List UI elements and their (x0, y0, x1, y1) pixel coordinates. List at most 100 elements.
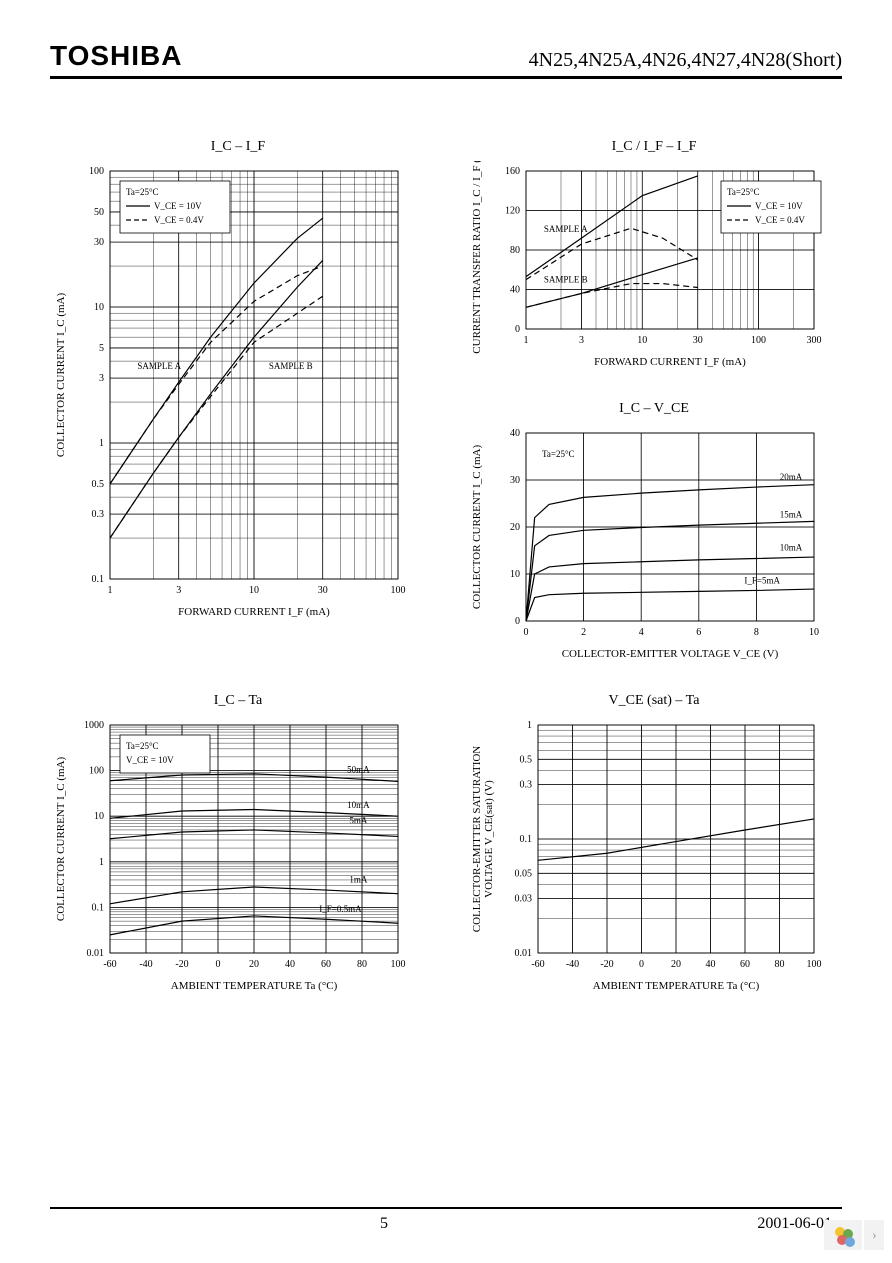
svg-text:SAMPLE B: SAMPLE B (269, 361, 313, 371)
svg-text:0: 0 (524, 627, 529, 638)
svg-text:2: 2 (581, 627, 586, 638)
svg-text:FORWARD CURRENT I_F (mA): FORWARD CURRENT I_F (mA) (178, 606, 330, 618)
svg-text:1mA: 1mA (349, 875, 368, 885)
svg-text:30: 30 (693, 335, 703, 346)
svg-text:10: 10 (637, 335, 647, 346)
charts-grid: I_C – I_F 1310301000.10.30.5135103050100… (50, 139, 842, 995)
svg-text:SAMPLE B: SAMPLE B (544, 275, 588, 285)
chart-ic-ta: I_C – Ta -60-40-200204060801000.010.1110… (50, 693, 426, 995)
chart3-title: I_C – V_CE (466, 401, 842, 417)
svg-text:100: 100 (89, 166, 104, 177)
svg-text:30: 30 (510, 475, 520, 486)
svg-text:V_CE = 0.4V: V_CE = 0.4V (755, 215, 805, 225)
svg-text:10: 10 (94, 811, 104, 822)
svg-text:0.03: 0.03 (515, 894, 533, 905)
svg-text:40: 40 (706, 959, 716, 970)
svg-text:AMBIENT TEMPERATURE Ta (°C: AMBIENT TEMPERATURE Ta (°C) (171, 980, 338, 992)
svg-text:FORWARD CURRENT I_F (mA): FORWARD CURRENT I_F (mA) (594, 356, 746, 368)
svg-text:1: 1 (99, 438, 104, 449)
svg-text:20: 20 (510, 522, 520, 533)
svg-text:AMBIENT TEMPERATURE Ta (°C: AMBIENT TEMPERATURE Ta (°C) (593, 980, 760, 992)
svg-text:0.5: 0.5 (520, 754, 533, 765)
svg-text:1: 1 (527, 720, 532, 731)
svg-text:80: 80 (510, 245, 520, 256)
svg-text:V_CE = 10V: V_CE = 10V (126, 755, 174, 765)
svg-text:COLLECTOR CURRENT I_C (mA): COLLECTOR CURRENT I_C (mA) (55, 757, 67, 922)
svg-text:30: 30 (318, 585, 328, 596)
svg-text:10: 10 (510, 569, 520, 580)
svg-text:80: 80 (775, 959, 785, 970)
svg-text:0.01: 0.01 (515, 948, 533, 959)
svg-text:50mA: 50mA (347, 765, 370, 775)
svg-text:3: 3 (176, 585, 181, 596)
svg-text:6: 6 (696, 627, 701, 638)
chart1-svg: 1310301000.10.30.5135103050100FORWARD CU… (50, 161, 410, 621)
chart2-svg: 13103010030004080120160FORWARD CURRENT I… (466, 161, 826, 371)
svg-text:COLLECTOR-EMITTER SATURATION: COLLECTOR-EMITTER SATURATION (471, 746, 483, 933)
chart4-title: I_C – Ta (50, 693, 426, 709)
svg-text:60: 60 (740, 959, 750, 970)
svg-text:Ta=25°C: Ta=25°C (727, 187, 760, 197)
svg-text:100: 100 (89, 766, 104, 777)
svg-text:-20: -20 (175, 959, 188, 970)
svg-text:120: 120 (505, 206, 520, 217)
svg-text:15mA: 15mA (780, 510, 803, 520)
chart-ic-if: I_C – I_F 1310301000.10.30.5135103050100… (50, 139, 426, 663)
chart3-svg: 0 2 4 6 8 10 0 10 20 30 40 COLLECTOR-EMITTER VOLTAG… (466, 423, 826, 663)
corner-logo-icon: › (824, 1220, 884, 1255)
svg-text:-60: -60 (531, 959, 544, 970)
chart4-svg: -60-40-200204060801000.010.11101001000AM… (50, 715, 410, 995)
svg-text:-40: -40 (566, 959, 579, 970)
svg-text:300: 300 (807, 335, 822, 346)
page-footer: 5 2001-06-01 (0, 1207, 892, 1233)
page-header: TOSHIBA 4N25,4N25A,4N26,4N27,4N28(Short) (50, 40, 842, 79)
svg-text:1000: 1000 (84, 720, 104, 731)
svg-text:0.05: 0.05 (515, 868, 533, 879)
svg-text:10mA: 10mA (780, 543, 803, 553)
svg-text:1: 1 (108, 585, 113, 596)
chart2-title: I_C / I_F – I_F (466, 139, 842, 155)
svg-text:VOLTAGE V_CE(sat) (V): VOLTAGE V_CE(sat) (V) (483, 780, 495, 898)
svg-text:3: 3 (579, 335, 584, 346)
svg-text:COLLECTOR CURRENT I_C (mA): COLLECTOR CURRENT I_C (mA) (55, 293, 67, 458)
svg-text:10mA: 10mA (347, 800, 370, 810)
svg-text:100: 100 (391, 959, 406, 970)
svg-text:0.3: 0.3 (92, 509, 105, 520)
svg-text:V_CE = 0.4V: V_CE = 0.4V (154, 215, 204, 225)
svg-text:100: 100 (751, 335, 766, 346)
svg-text:Ta=25°C: Ta=25°C (126, 187, 159, 197)
svg-text:I_F=0.5mA: I_F=0.5mA (319, 904, 362, 914)
svg-text:CURRENT TRANSFER RATIO I_C /: CURRENT TRANSFER RATIO I_C / I_F (%) (471, 161, 483, 354)
svg-text:5: 5 (99, 343, 104, 354)
svg-text:V_CE = 10V: V_CE = 10V (154, 201, 202, 211)
svg-text:20mA: 20mA (780, 472, 803, 482)
svg-text:Ta=25°C: Ta=25°C (126, 741, 159, 751)
svg-text:0: 0 (515, 616, 520, 627)
svg-text:0.01: 0.01 (87, 948, 105, 959)
svg-text:COLLECTOR-EMITTER VOLTAGE V_: COLLECTOR-EMITTER VOLTAGE V_CE (V) (562, 648, 779, 660)
svg-text:100: 100 (391, 585, 406, 596)
svg-text:I_F=5mA: I_F=5mA (744, 575, 780, 585)
svg-text:0: 0 (216, 959, 221, 970)
chart-ctr-if: I_C / I_F – I_F 13103010030004080120160F… (466, 139, 842, 371)
svg-text:COLLECTOR CURRENT I_C (mA): COLLECTOR CURRENT I_C (mA) (471, 445, 483, 610)
svg-text:30: 30 (94, 237, 104, 248)
svg-text:8: 8 (754, 627, 759, 638)
svg-text:10: 10 (809, 627, 819, 638)
svg-text:0.1: 0.1 (520, 834, 533, 845)
page-number: 5 (380, 1215, 388, 1233)
svg-text:0.5: 0.5 (92, 479, 105, 490)
svg-text:10: 10 (94, 302, 104, 313)
svg-text:SAMPLE A: SAMPLE A (544, 224, 588, 234)
svg-text:0.3: 0.3 (520, 780, 533, 791)
chart1-title: I_C – I_F (50, 139, 426, 155)
svg-text:4: 4 (639, 627, 644, 638)
svg-text:-20: -20 (600, 959, 613, 970)
svg-text:40: 40 (510, 428, 520, 439)
svg-text:0.1: 0.1 (92, 902, 105, 913)
svg-text:5mA: 5mA (349, 815, 368, 825)
svg-text:-40: -40 (139, 959, 152, 970)
svg-text:160: 160 (505, 166, 520, 177)
svg-text:1: 1 (524, 335, 529, 346)
svg-text:-60: -60 (103, 959, 116, 970)
